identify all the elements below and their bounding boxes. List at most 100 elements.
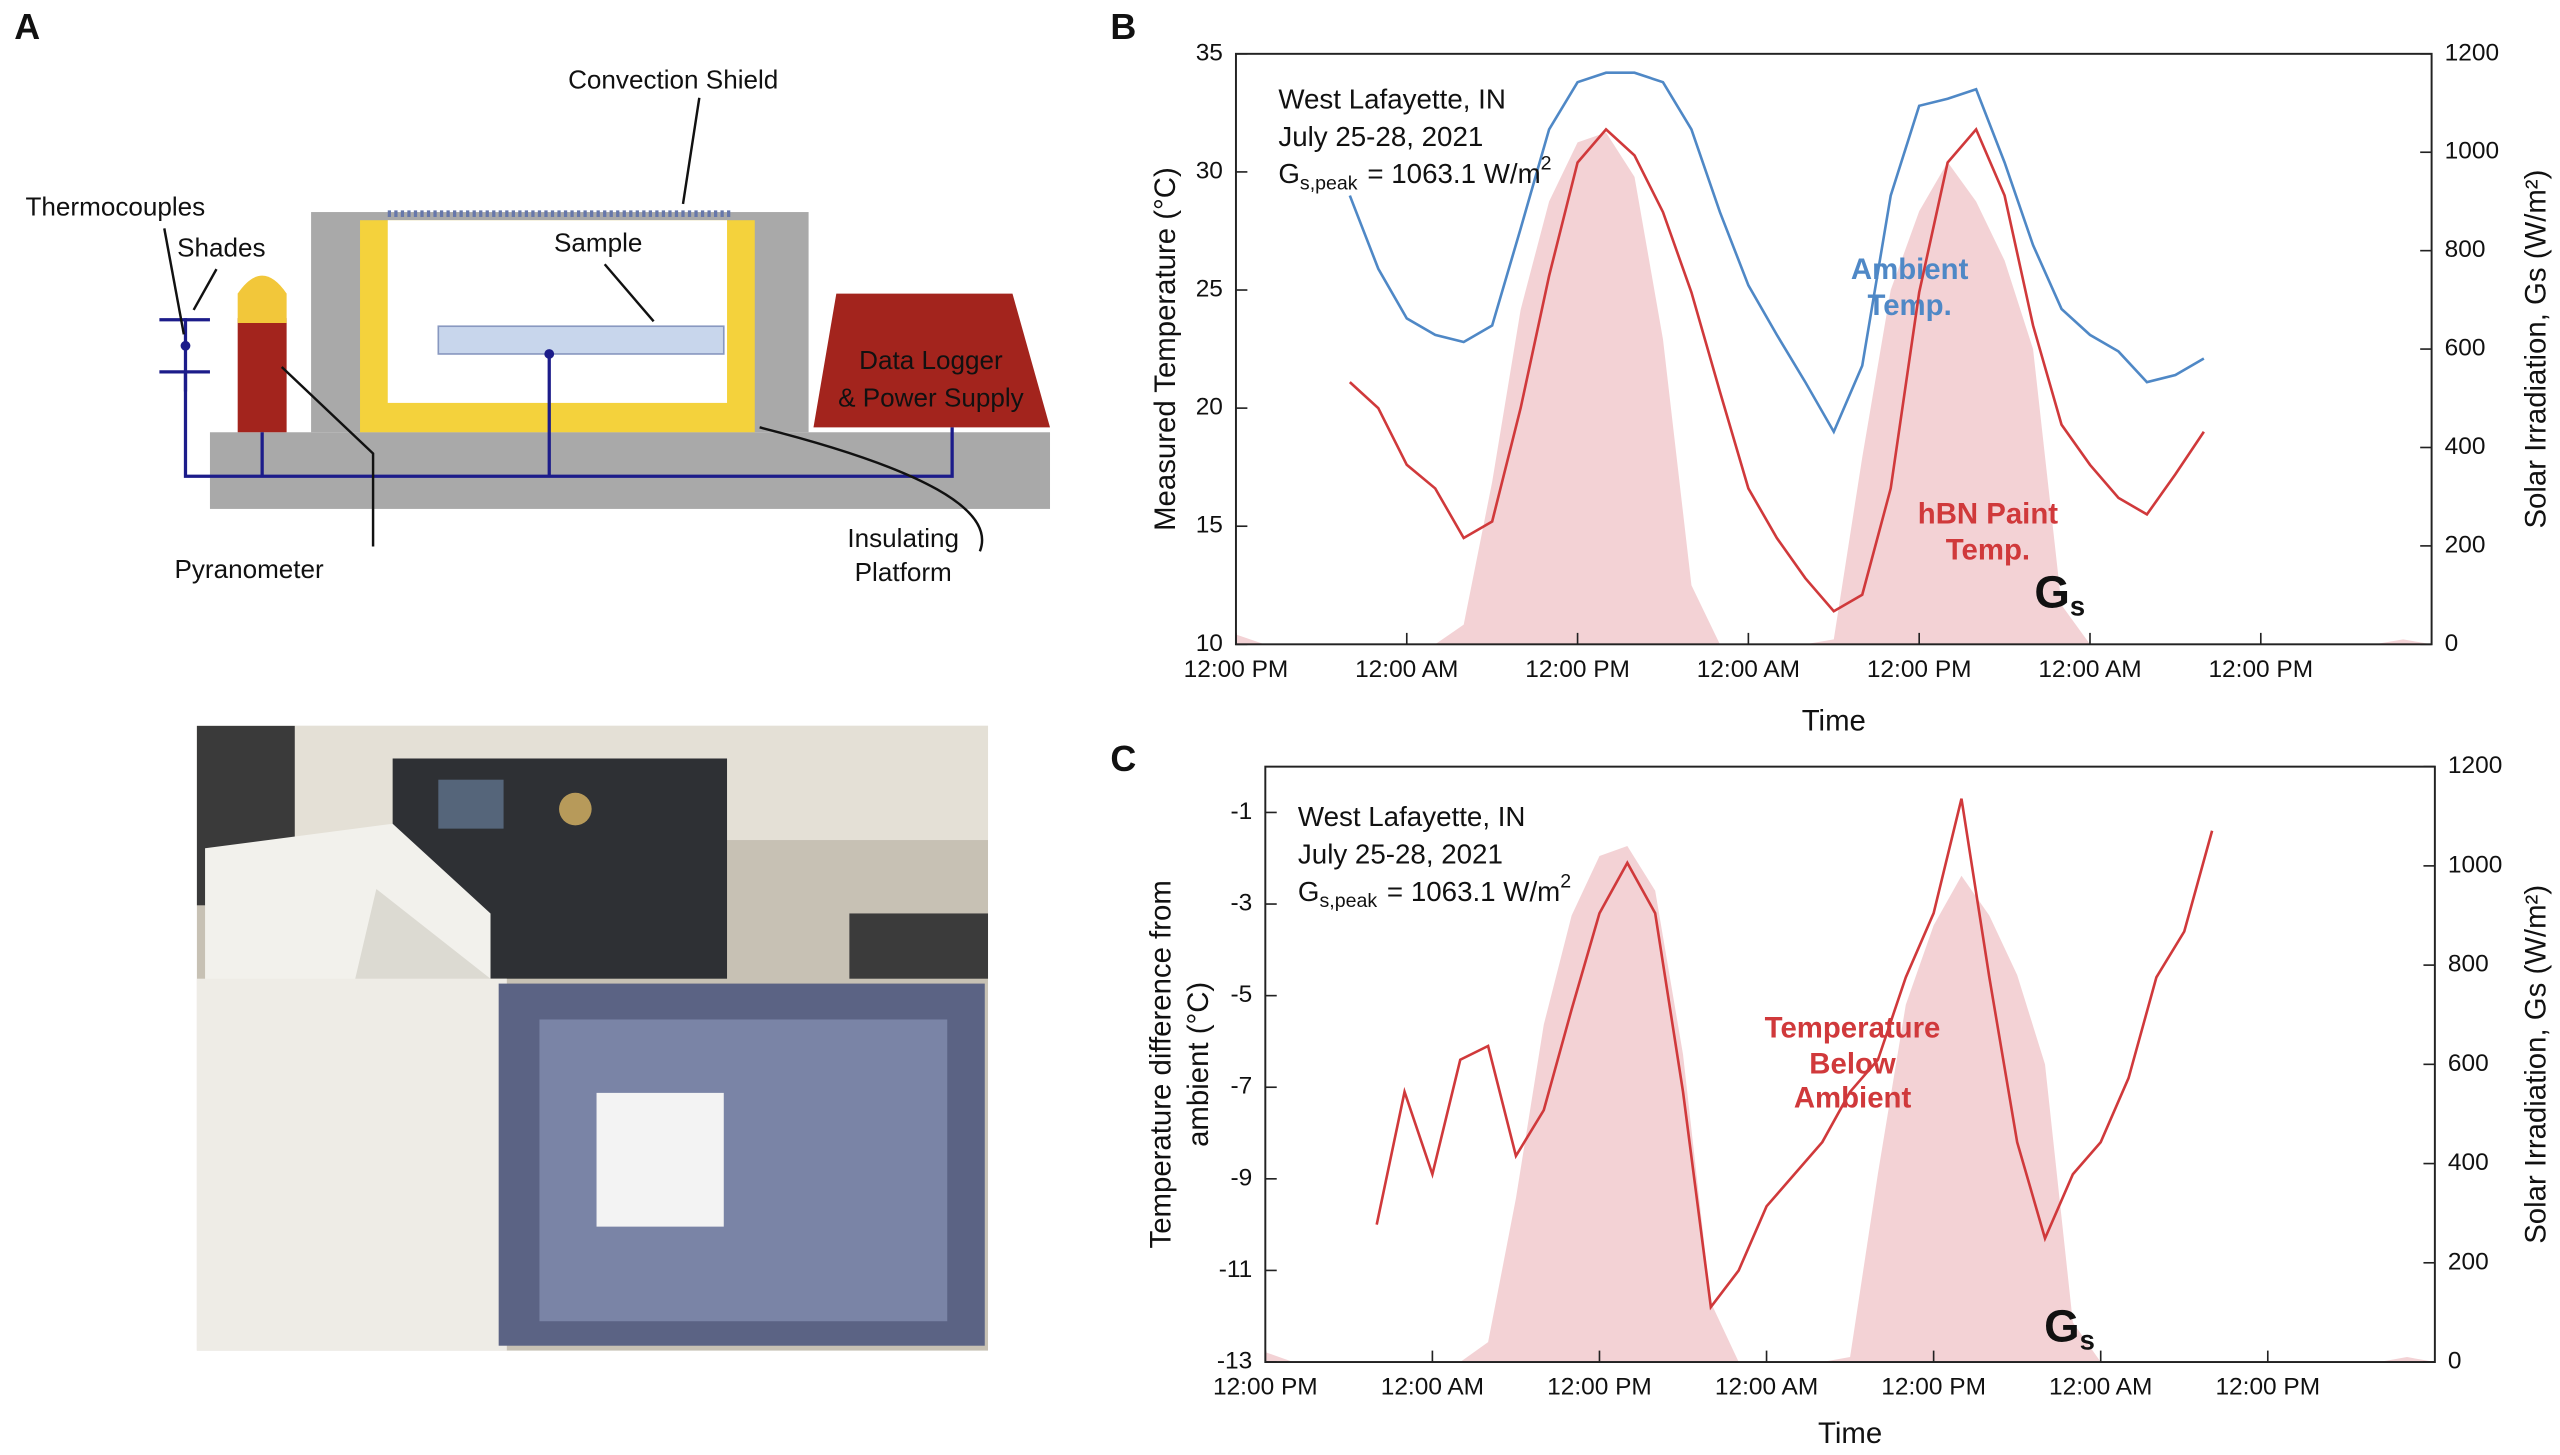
y2-tick-label: 0 [2445,630,2459,657]
series-label-box: Temperature Below Ambient [1765,1011,1941,1114]
annotation: July 25-28, 2021 [1278,121,1483,152]
series-label: Gs [2034,566,2085,621]
peak-superscript: 2 [1541,153,1552,175]
x-tick-label: 12:00 PM [1184,656,1289,683]
thermocouple [544,349,555,359]
arrows [163,97,984,552]
y-tick-label: -13 [1217,1347,1252,1374]
series-label-sub: s [2070,591,2085,622]
y2-tick-label: 400 [2448,1149,2489,1176]
setup-diagram: Convection Shield Thermocouples Shades S… [25,64,1051,587]
y2-tick-label: 200 [2448,1248,2489,1275]
peak-subscript: s,peak [1320,890,1378,912]
y-tick-label: -11 [1219,1256,1253,1283]
series-label-box: hBN Paint Temp. [1917,497,2059,566]
pyranometer [237,318,287,433]
y2-tick-label: 1000 [2445,138,2499,165]
y-tick-label: 25 [1196,275,1223,302]
x-tick-label: 12:00 PM [2215,1374,2320,1401]
x-tick-label: 12:00 AM [2049,1374,2152,1401]
annotation-peak: Gs,peak = 1063.1 W/m2 [1278,153,1551,195]
diagram-label: Thermocouples [25,192,205,222]
y2-tick-label: 600 [2445,335,2486,362]
y2-tick-label: 600 [2448,1050,2489,1077]
thermocouple [180,340,191,351]
y-tick-label: 30 [1196,157,1223,184]
x-tick-label: 12:00 AM [1715,1374,1818,1401]
diagram-label: Sample [554,228,642,258]
y2-tick-label: 400 [2445,433,2486,460]
panel-label: A [14,7,40,47]
x-tick-label: 12:00 PM [2208,656,2313,683]
y-axis-label: ambient (°C) [1182,982,1215,1147]
temperature-line [1348,71,2205,435]
dome [237,275,287,323]
y2-axis-label: Solar Irradiation, Gs (W/m²) [2519,885,2552,1244]
wires [159,318,954,478]
y2-tick-label: 1000 [2448,851,2502,878]
panel-label: C [1110,739,1136,779]
x-tick-label: 12:00 PM [1213,1374,1318,1401]
diagram-label: Data Logger [859,345,1003,375]
x-tick-label: 12:00 PM [1525,656,1630,683]
x-tick-label: 12:00 AM [1355,656,1458,683]
cavity [387,220,728,403]
peak-symbol: G [1298,876,1320,907]
peak-subscript: s,peak [1300,172,1358,194]
annotation: West Lafayette, IN [1298,801,1526,832]
x-tick-label: 12:00 AM [2038,656,2141,683]
annotation-peak: Gs,peak = 1063.1 W/m2 [1298,871,1571,913]
y-axis-label: Temperature difference from [1144,880,1177,1248]
irradiation-area [1265,846,2435,1363]
annotation: West Lafayette, IN [1278,83,1506,114]
y2-tick-label: 800 [2448,951,2489,978]
y2-tick-label: 800 [2445,236,2486,263]
diagram-label: & Power Supply [838,383,1024,413]
y-tick-label: 15 [1196,512,1223,539]
series-label-box: Ambient Temp. [1850,252,1969,321]
peak-text: = 1063.1 W/m [1387,876,1560,907]
series-label: hBN Paint Temp. [1917,497,2059,566]
x-axis-label: Time [1818,1417,1882,1450]
diagram-label: Convection Shield [568,64,778,94]
y-tick-label: -1 [1231,798,1253,825]
y2-tick-label: 1200 [2445,39,2499,66]
peak-superscript: 2 [1560,871,1571,893]
y2-tick-label: 200 [2445,531,2486,558]
series-label: Ambient Temp. [1850,252,1969,321]
y2-tick-label: 0 [2448,1347,2462,1374]
temperature-line [1348,126,2205,613]
diagram-label: Pyranometer [174,554,324,584]
y-tick-label: 10 [1196,630,1223,657]
y-tick-label: 20 [1196,394,1223,421]
sample [437,325,725,355]
peak-text: = 1063.1 W/m [1367,158,1540,189]
x-tick-label: 12:00 PM [1547,1374,1652,1401]
series-label-sub: s [2080,1325,2095,1356]
x-tick-label: 12:00 PM [1881,1374,1986,1401]
peak-symbol: G [1278,158,1300,189]
x-tick-label: 12:00 PM [1867,656,1972,683]
diagram-label: Shades [177,232,265,262]
y-axis-label: Measured Temperature (°C) [1149,167,1182,531]
series-label-main: G [2034,566,2070,617]
platform [209,432,1051,509]
irradiation-area [1235,132,2432,645]
y-tick-label: 35 [1196,39,1223,66]
y-tick-label: -9 [1231,1164,1253,1191]
y-tick-label: -3 [1231,890,1253,917]
setup-photo [196,725,989,1351]
annotation: July 25-28, 2021 [1298,839,1503,870]
series-label: Gs [2044,1300,2095,1355]
temperature-line [1375,798,2214,1311]
series-label-main: G [2044,1300,2080,1351]
data-logger [813,293,1051,428]
y-tick-label: -5 [1231,981,1253,1008]
y-tick-label: -7 [1231,1073,1253,1100]
y2-tick-label: 1200 [2448,752,2502,779]
panel-label: B [1110,7,1136,47]
y2-axis-label: Solar Irradiation, Gs (W/m²) [2519,170,2552,529]
x-tick-label: 12:00 AM [1697,656,1800,683]
